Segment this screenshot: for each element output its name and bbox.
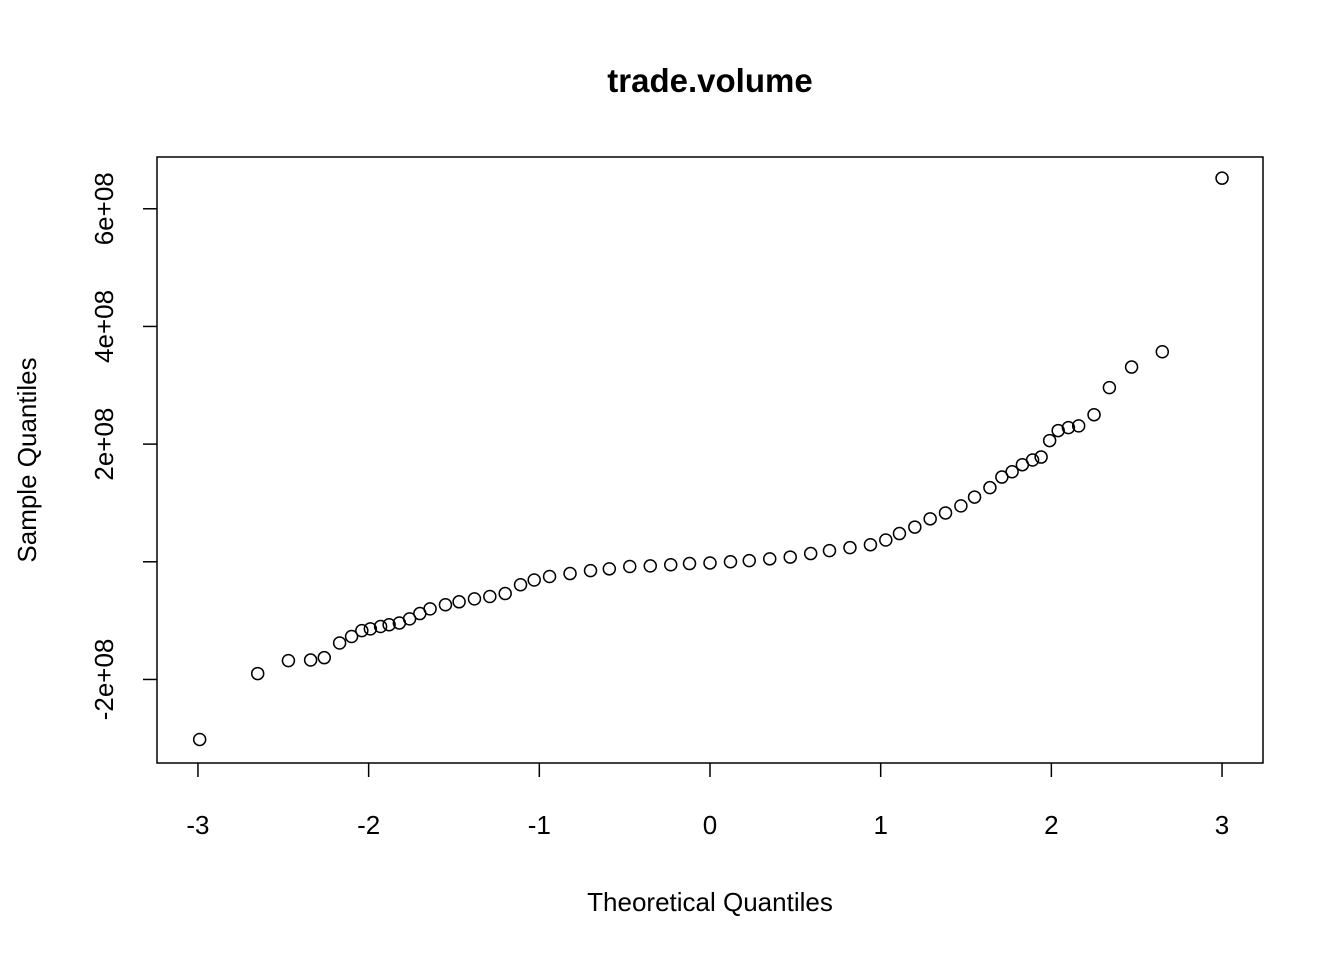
y-tick-label: -2e+08	[89, 639, 119, 721]
point	[373, 619, 388, 634]
point	[402, 612, 417, 626]
point	[762, 552, 777, 566]
point	[438, 597, 453, 612]
point	[303, 653, 318, 667]
point	[513, 577, 528, 592]
point	[498, 586, 512, 601]
y-tick-label: 6e+08	[89, 172, 119, 245]
point	[1042, 433, 1057, 448]
point	[452, 595, 466, 609]
point	[1025, 453, 1040, 467]
point	[317, 650, 332, 665]
x-tick-label: -2	[357, 810, 380, 840]
y-axis-label: Sample Quantiles	[12, 357, 42, 562]
point	[250, 666, 265, 681]
point	[1087, 407, 1101, 422]
point	[467, 592, 482, 606]
plot-frame	[156, 156, 1264, 764]
point	[682, 556, 697, 571]
point	[382, 617, 396, 632]
point	[1215, 171, 1229, 185]
point	[663, 557, 678, 572]
point	[879, 533, 893, 547]
point	[908, 520, 922, 534]
x-tick-label: 2	[1044, 810, 1058, 840]
point	[703, 556, 717, 570]
point	[542, 569, 557, 584]
y-tick-label: 4e+08	[89, 290, 119, 363]
point	[1061, 420, 1076, 435]
x-axis-label: Theoretical Quantiles	[587, 887, 833, 917]
point	[355, 623, 369, 638]
point	[923, 512, 937, 526]
y-tick-label: 2e+08	[89, 408, 119, 481]
point	[1034, 450, 1048, 464]
point	[983, 480, 997, 495]
x-tick-label: -3	[186, 810, 209, 840]
x-tick-label: 3	[1215, 810, 1229, 840]
point	[892, 526, 907, 541]
point	[623, 559, 637, 574]
point	[332, 636, 347, 650]
point	[863, 537, 878, 552]
point	[602, 562, 617, 576]
point	[281, 653, 296, 668]
point	[423, 602, 437, 616]
point	[783, 550, 797, 564]
point	[822, 543, 837, 558]
point	[483, 589, 497, 604]
point	[1124, 360, 1139, 374]
x-tick-label: 0	[703, 810, 717, 840]
point	[954, 499, 968, 513]
chart-title: trade.volume	[607, 62, 812, 99]
point	[938, 506, 953, 520]
point	[843, 540, 857, 555]
point	[563, 566, 577, 581]
point	[1155, 344, 1170, 359]
point	[527, 573, 541, 587]
point	[192, 732, 207, 747]
point	[344, 629, 359, 644]
point	[803, 546, 818, 561]
point	[723, 555, 738, 569]
x-tick-label: 1	[873, 810, 887, 840]
point	[995, 470, 1009, 484]
point	[1005, 465, 1019, 479]
point	[1051, 423, 1065, 438]
x-tick-label: -1	[528, 810, 551, 840]
point	[742, 553, 757, 568]
point	[1102, 380, 1117, 395]
point	[1071, 419, 1086, 433]
point	[967, 490, 982, 504]
point	[643, 559, 658, 573]
point	[583, 563, 598, 578]
point	[363, 622, 378, 636]
